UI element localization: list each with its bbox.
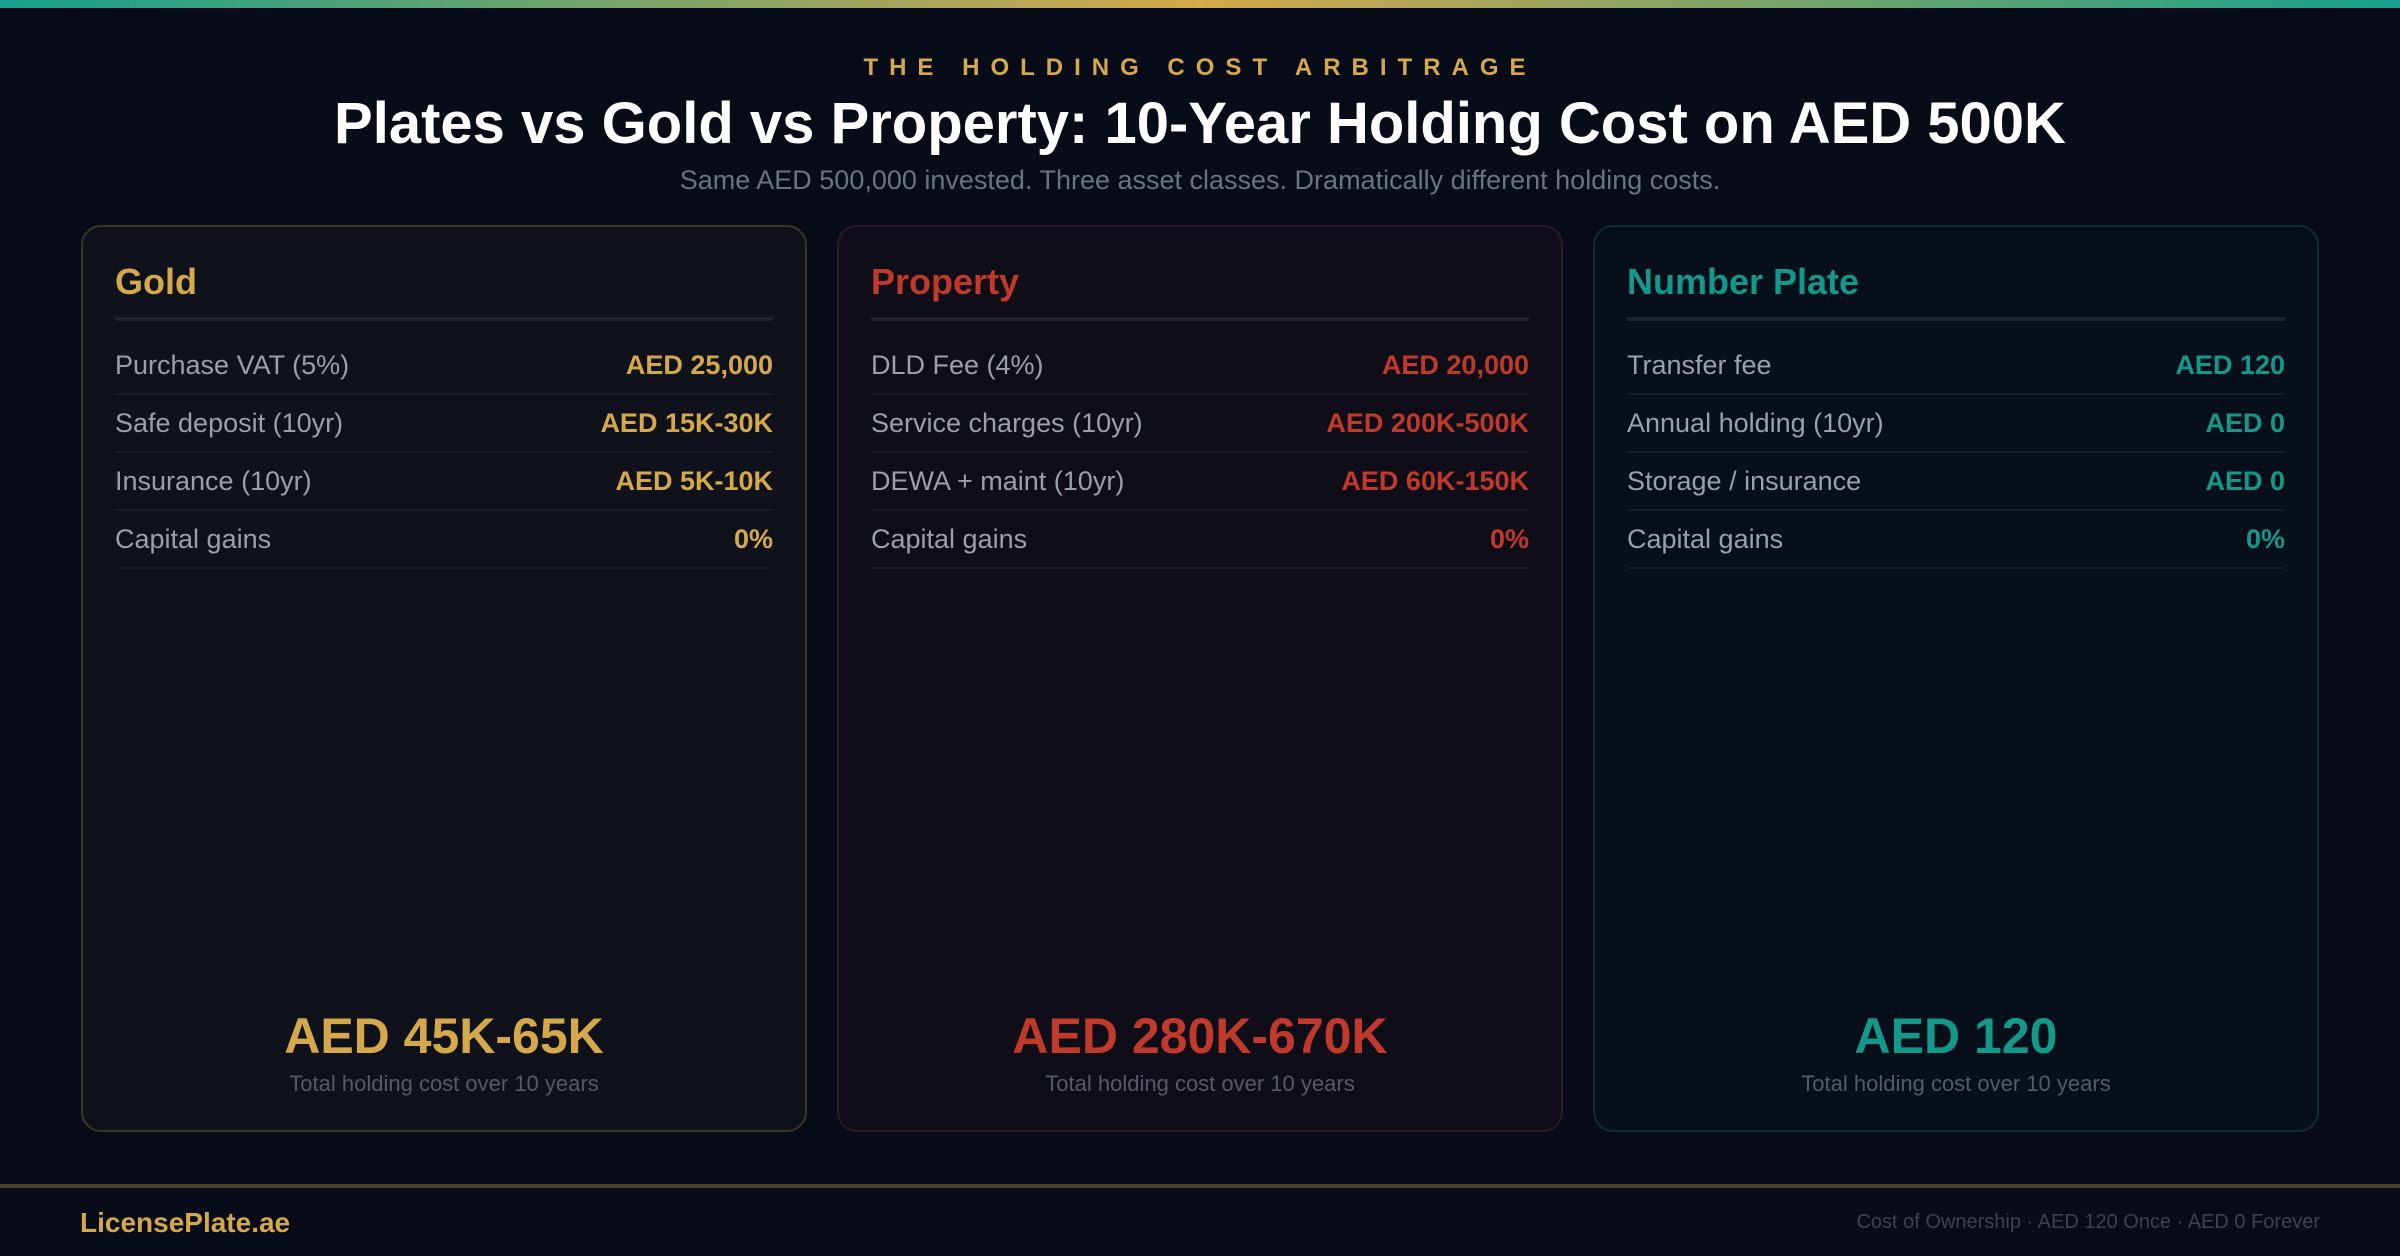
cost-label: Insurance (10yr) [115,465,312,496]
cost-value: AED 60K-150K [1341,465,1529,496]
cost-row: DLD Fee (4%) AED 20,000 [871,337,1529,395]
cost-value: 0% [2245,523,2285,554]
total-caption: Total holding cost over 10 years [289,1071,599,1096]
cost-label: Annual holding (10yr) [1627,407,1884,438]
total-block: AED 280K-670K Total holding cost over 10… [839,1007,1561,1097]
cost-row: Storage / insurance AED 0 [1627,453,2285,511]
cost-row: Capital gains 0% [115,511,773,569]
cost-row: Safe deposit (10yr) AED 15K-30K [115,395,773,453]
total-value: AED 45K-65K [284,1008,604,1064]
cost-list: Transfer fee AED 120 Annual holding (10y… [1627,337,2285,569]
cost-label: Transfer fee [1627,349,1772,380]
card-property: Property DLD Fee (4%) AED 20,000 Service… [837,225,1563,1132]
cost-label: Capital gains [871,523,1028,554]
cost-label: DLD Fee (4%) [871,349,1044,380]
cost-value: AED 0 [2205,465,2285,496]
cost-label: Service charges (10yr) [871,407,1143,438]
cost-row: Capital gains 0% [871,511,1529,569]
card-gold: Gold Purchase VAT (5%) AED 25,000 Safe d… [81,225,807,1132]
cost-value: 0% [733,523,773,554]
cost-value: AED 20,000 [1381,349,1529,380]
total-block: AED 45K-65K Total holding cost over 10 y… [83,1007,805,1097]
cost-row: Service charges (10yr) AED 200K-500K [871,395,1529,453]
cost-value: AED 200K-500K [1326,407,1529,438]
card-number-plate: Number Plate Transfer fee AED 120 Annual… [1593,225,2319,1132]
card-title: Gold [115,261,773,321]
cost-value: AED 15K-30K [600,407,773,438]
cost-value: AED 120 [2175,349,2285,380]
total-value: AED 280K-670K [1012,1008,1388,1064]
cost-row: Purchase VAT (5%) AED 25,000 [115,337,773,395]
cost-list: DLD Fee (4%) AED 20,000 Service charges … [871,337,1529,569]
cost-value: AED 0 [2205,407,2285,438]
cost-value: 0% [1489,523,1529,554]
top-accent-bar [0,0,2400,8]
cost-value: AED 25,000 [625,349,773,380]
total-caption: Total holding cost over 10 years [1801,1071,2111,1096]
cost-value: AED 5K-10K [615,465,773,496]
cost-label: Safe deposit (10yr) [115,407,344,438]
cost-row: Capital gains 0% [1627,511,2285,569]
cost-row: Annual holding (10yr) AED 0 [1627,395,2285,453]
eyebrow: THE HOLDING COST ARBITRAGE [863,54,1537,81]
total-caption: Total holding cost over 10 years [1045,1071,1355,1096]
cost-label: Capital gains [1627,523,1784,554]
cost-row: Insurance (10yr) AED 5K-10K [115,453,773,511]
footer-brand[interactable]: LicensePlate.ae [80,1207,291,1238]
card-title: Property [871,261,1529,321]
cost-label: Capital gains [115,523,272,554]
cost-list: Purchase VAT (5%) AED 25,000 Safe deposi… [115,337,773,569]
cost-row: Transfer fee AED 120 [1627,337,2285,395]
cost-label: Purchase VAT (5%) [115,349,350,380]
cost-label: DEWA + maint (10yr) [871,465,1125,496]
card-title: Number Plate [1627,261,2285,321]
cost-row: DEWA + maint (10yr) AED 60K-150K [871,453,1529,511]
total-value: AED 120 [1854,1008,2058,1064]
cost-label: Storage / insurance [1627,465,1862,496]
page-subtitle: Same AED 500,000 invested. Three asset c… [679,165,1721,195]
page-title: Plates vs Gold vs Property: 10-Year Hold… [334,91,2066,156]
footer-divider [0,1184,2400,1188]
footer-tagline: Cost of Ownership · AED 120 Once · AED 0… [1856,1211,2320,1233]
total-block: AED 120 Total holding cost over 10 years [1595,1007,2317,1097]
